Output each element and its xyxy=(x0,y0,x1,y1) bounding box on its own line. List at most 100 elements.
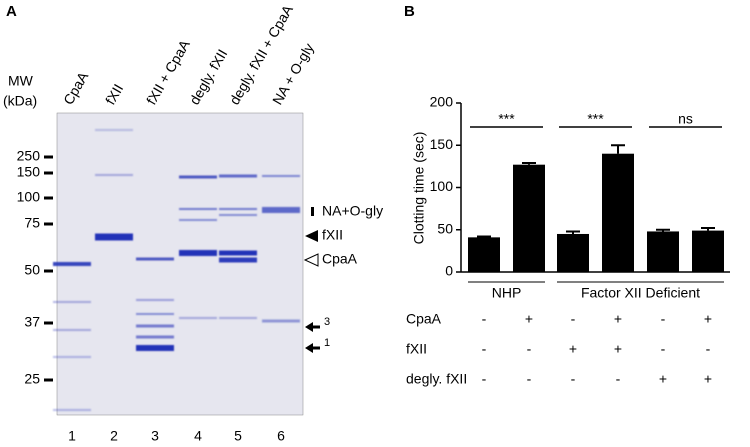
lane-number: 4 xyxy=(194,428,202,444)
annotation: NA+O-gly xyxy=(322,203,383,219)
bar xyxy=(513,164,545,272)
condition-mark: - xyxy=(661,341,666,357)
gel-band xyxy=(136,335,174,339)
condition-mark: + xyxy=(704,371,712,387)
condition-mark: + xyxy=(525,311,533,327)
condition-mark: + xyxy=(659,371,667,387)
condition-mark: - xyxy=(571,311,576,327)
lane-label: degly. fXII xyxy=(186,46,230,107)
gel-band xyxy=(136,345,174,351)
group-label: Factor XII Deficient xyxy=(581,285,700,301)
condition-mark: - xyxy=(706,341,711,357)
arrow xyxy=(305,230,318,242)
mw-label: 250 xyxy=(17,148,41,164)
gel-band xyxy=(136,313,174,315)
condition-mark: - xyxy=(482,311,487,327)
gel-band xyxy=(136,299,174,301)
condition-mark: + xyxy=(569,341,577,357)
condition-mark: - xyxy=(527,371,532,387)
panel-label: B xyxy=(404,3,415,20)
gel-band xyxy=(95,233,133,241)
lane-label: NA + O-gly xyxy=(269,40,317,107)
lane-number: 3 xyxy=(151,428,159,444)
mw-label: 37 xyxy=(24,314,40,330)
error-bar xyxy=(522,161,536,165)
gel-band xyxy=(136,257,174,261)
condition-mark: - xyxy=(482,371,487,387)
gel xyxy=(56,112,304,416)
bar xyxy=(468,237,500,272)
error-bar xyxy=(701,227,715,231)
gel-bands xyxy=(53,129,300,411)
lane-number: 6 xyxy=(277,428,285,444)
lane-label: fXII + CpaA xyxy=(143,36,193,107)
error-bar xyxy=(566,230,580,234)
gel-band xyxy=(179,175,217,179)
mw-title: MW xyxy=(8,73,34,89)
condition-name: degly. fXII xyxy=(406,371,467,387)
gel-band xyxy=(219,250,257,256)
annotation: 3 xyxy=(324,316,330,328)
arrow xyxy=(305,322,320,332)
gel-band xyxy=(262,207,300,213)
gel-band xyxy=(95,174,133,176)
y-tick-label: 0 xyxy=(445,263,453,279)
gel-band xyxy=(53,262,91,266)
gel-band xyxy=(95,129,133,131)
gel-band xyxy=(53,301,91,303)
lane-number: 2 xyxy=(110,428,118,444)
annotation: fXII xyxy=(322,227,343,243)
gel-band xyxy=(53,409,91,411)
mw-label: 75 xyxy=(24,215,40,231)
annotation: CpaA xyxy=(322,251,358,267)
condition-mark: - xyxy=(571,371,576,387)
annotation: 1 xyxy=(324,337,330,349)
gel-band xyxy=(53,329,91,331)
condition-mark: - xyxy=(616,371,621,387)
condition-mark: - xyxy=(527,341,532,357)
error-bar xyxy=(477,235,491,238)
arrow xyxy=(303,253,319,267)
gel-band xyxy=(53,356,91,358)
lane-number: 1 xyxy=(68,428,76,444)
gel-band xyxy=(262,319,300,323)
significance-label: *** xyxy=(498,111,515,127)
group-label: NHP xyxy=(492,285,522,301)
error-bar xyxy=(656,228,670,232)
gel-band xyxy=(179,250,217,256)
condition-mark: - xyxy=(482,341,487,357)
arrow xyxy=(305,343,320,353)
y-tick-label: 150 xyxy=(430,136,454,152)
mw-label: 150 xyxy=(17,164,41,180)
mw-label: 25 xyxy=(24,371,40,387)
gel-band xyxy=(179,317,217,319)
panel-label: A xyxy=(6,3,17,20)
error-bar xyxy=(611,144,625,154)
condition-mark: + xyxy=(614,341,622,357)
gel-band xyxy=(219,174,257,178)
gel-band xyxy=(179,219,217,221)
condition-mark: + xyxy=(704,311,712,327)
mw-title: (kDa) xyxy=(3,93,37,109)
condition-name: CpaA xyxy=(406,311,442,327)
gel-band xyxy=(262,175,300,177)
lane-label: fXII xyxy=(102,81,126,107)
bar xyxy=(557,233,589,272)
bar xyxy=(602,153,634,272)
mw-label: 100 xyxy=(17,189,41,205)
lane-number: 5 xyxy=(234,428,242,444)
bar xyxy=(647,231,679,272)
gel-band xyxy=(179,208,217,210)
gel-band xyxy=(219,214,257,216)
condition-mark: - xyxy=(661,311,666,327)
gel-band xyxy=(219,208,257,210)
y-tick-label: 100 xyxy=(430,178,454,194)
lane-label: CpaA xyxy=(60,68,92,107)
condition-mark: + xyxy=(614,311,622,327)
y-axis-label: Clotting time (sec) xyxy=(411,132,427,245)
mw-label: 50 xyxy=(24,262,40,278)
gel-band xyxy=(219,257,257,263)
y-tick-label: 200 xyxy=(430,94,454,110)
significance-label: ns xyxy=(678,111,693,127)
